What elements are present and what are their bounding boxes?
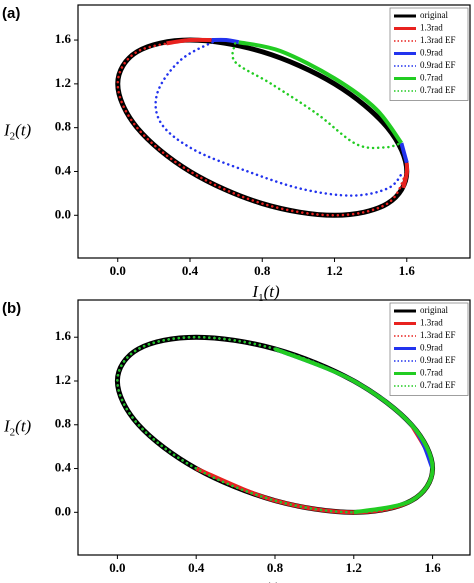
y-tick-label: 1.2 — [55, 372, 71, 387]
y-tick-label: 0.0 — [55, 503, 71, 518]
legend-label: 0.9rad — [420, 343, 443, 353]
series-line — [154, 38, 405, 197]
label-tail: (t) — [15, 416, 31, 435]
label-tail: (t) — [15, 120, 31, 139]
legend-label: 1.3rad — [420, 318, 443, 328]
x-tick-label: 0.0 — [109, 560, 125, 575]
x-tick-label: 0.4 — [182, 263, 199, 278]
x-tick-label: 1.6 — [424, 560, 441, 575]
legend-label: 0.9rad — [420, 48, 443, 58]
legend-label: 0.7rad — [420, 73, 443, 83]
x-label: I1(t) — [251, 579, 280, 583]
series-line — [211, 37, 409, 164]
label-main: I — [3, 120, 11, 139]
label-main: I — [251, 579, 259, 583]
plot-frame — [77, 299, 471, 556]
x-tick-label: 0.0 — [110, 263, 126, 278]
y-tick-label: 0.4 — [55, 460, 72, 475]
y-tick-label: 1.6 — [55, 328, 72, 343]
label-tail: (t) — [264, 282, 280, 301]
legend-label: 0.9rad EF — [420, 355, 456, 365]
y-label: I2(t) — [3, 120, 32, 142]
y-tick-label: 0.8 — [55, 416, 72, 431]
x-tick-label: 1.2 — [346, 560, 362, 575]
x-tick-label: 0.4 — [188, 560, 205, 575]
label-tail: (t) — [264, 579, 280, 583]
y-tick-label: 1.2 — [55, 75, 71, 90]
y-tick-label: 0.8 — [55, 119, 72, 134]
y-label: I2(t) — [3, 416, 32, 438]
series-line — [231, 42, 403, 150]
y-tick-label: 0.0 — [55, 206, 71, 221]
y-tick-label: 0.4 — [55, 162, 72, 177]
legend-label: 0.9rad EF — [420, 60, 456, 70]
series-line — [238, 40, 403, 145]
legend-label: 0.7rad EF — [420, 380, 456, 390]
panel-label: (b) — [2, 300, 21, 317]
label-sub: 2 — [10, 426, 16, 438]
label-main: I — [251, 282, 259, 301]
label-sub: 2 — [10, 130, 16, 142]
series-line — [116, 335, 434, 514]
series-line — [116, 335, 434, 514]
series-line — [114, 334, 436, 515]
series-line — [116, 335, 434, 514]
legend-label: 1.3rad — [420, 23, 443, 33]
legend-label: original — [420, 305, 448, 315]
legend-label: 1.3rad EF — [420, 35, 456, 45]
series-line — [116, 38, 409, 217]
label-main: I — [3, 416, 11, 435]
plot-frame — [77, 4, 471, 259]
y-tick-label: 1.6 — [55, 31, 72, 46]
panel-label: (a) — [2, 5, 20, 22]
series-line — [195, 423, 435, 515]
plot-area — [115, 37, 410, 218]
legend-label: 1.3rad EF — [420, 330, 456, 340]
x-label: I1(t) — [251, 282, 280, 304]
legend-label: 0.7rad EF — [420, 85, 456, 95]
x-tick-label: 0.8 — [254, 263, 271, 278]
x-tick-label: 0.8 — [267, 560, 284, 575]
legend-label: 0.7rad — [420, 368, 443, 378]
plot-area — [114, 334, 436, 515]
series-line — [115, 37, 410, 218]
legend-label: original — [420, 10, 448, 20]
label-sub: 1 — [258, 292, 264, 304]
x-tick-label: 1.6 — [399, 263, 416, 278]
x-tick-label: 1.2 — [326, 263, 342, 278]
